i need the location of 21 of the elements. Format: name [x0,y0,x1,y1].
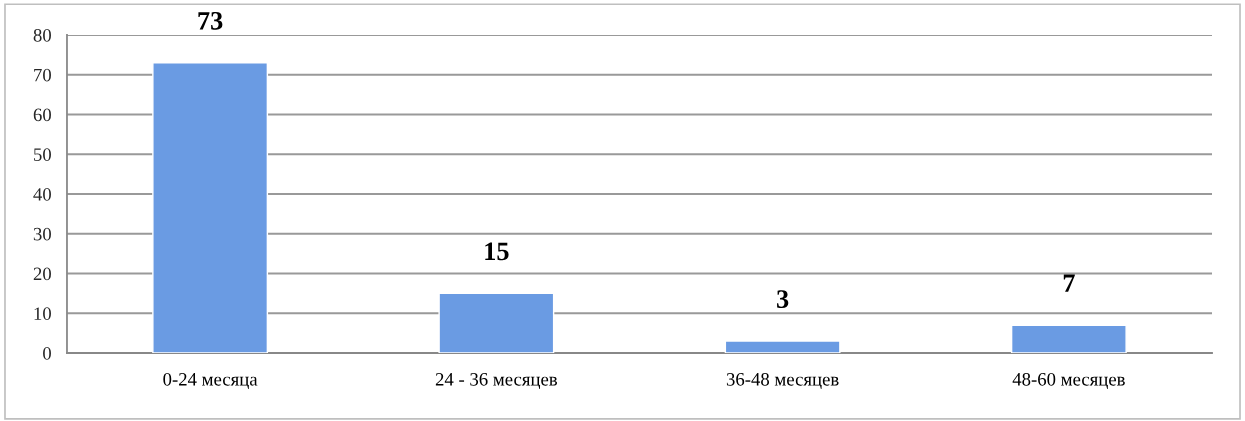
bar [152,62,269,354]
y-tick-label: 60 [33,108,51,122]
y-tick-label: 20 [33,267,51,281]
bar [724,340,841,354]
bar [438,292,555,354]
data-label: 73 [198,11,223,30]
data-label: 7 [1063,274,1075,292]
y-tick-label: 50 [34,148,51,161]
bar [1010,324,1127,354]
y-tick-label: 30 [33,227,51,241]
data-label: 15 [485,242,509,261]
y-tick-label: 10 [34,307,51,320]
data-label: 3 [777,290,789,308]
y-tick-label: 70 [34,68,51,82]
x-tick-label: 0-24 месяца [163,372,258,390]
y-tick-label: 0 [43,347,51,360]
y-tick-label: 80 [33,29,51,42]
x-tick-label: 36-48 месяцев [726,372,839,390]
x-tick-label: 24 - 36 месяцев [435,373,558,390]
x-tick-label: 48-60 месяцев [1012,372,1125,390]
y-tick-label: 40 [33,188,51,201]
